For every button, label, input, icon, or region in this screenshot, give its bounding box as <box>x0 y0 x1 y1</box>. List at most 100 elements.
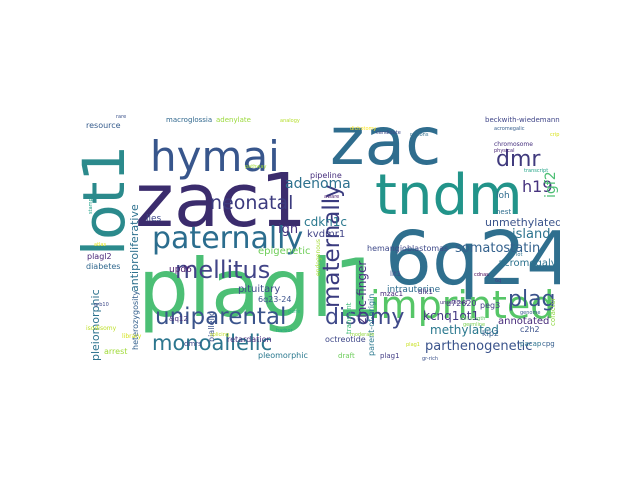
word-gr-rich: gr-rich <box>422 356 438 362</box>
word-hemangioblastomas: hemangioblastomas <box>367 244 448 253</box>
word-isodisomy: isodisomy <box>86 325 117 332</box>
word-nest: nest <box>496 208 511 216</box>
word-adenylate: adenylate <box>216 116 251 124</box>
word-gene: gene <box>288 309 301 315</box>
cloud-background <box>80 106 560 372</box>
word-antiproliferative: antiproliferative <box>128 204 141 292</box>
word-rare: rare <box>116 114 126 120</box>
word-cofactor: cofactor <box>549 297 557 326</box>
word-c2h2: c2h2 <box>520 325 540 334</box>
word-plag1-small: plag1 <box>406 342 420 348</box>
word-u72620: u72620 <box>446 299 477 308</box>
word-h19: h19 <box>522 177 553 196</box>
word-pleomorphic: pleomorphic <box>258 351 308 360</box>
word-endogenous: endogenous <box>315 239 322 276</box>
word-adenoma: adenoma <box>285 176 351 192</box>
word-heterozygosity: heterozygosity <box>131 291 140 350</box>
word-dichotomy: dichotomy <box>350 126 376 132</box>
word-mzac1: mzac1 <box>380 290 403 298</box>
word-zac1: zac1 <box>135 158 307 244</box>
word-plag: plag <box>508 287 556 312</box>
word-parent-of-origin: parent-of-origin <box>367 294 376 356</box>
word-pleiomorphic: pleiomorphic <box>89 289 102 361</box>
word-lot1: lot1 <box>80 145 138 256</box>
word-dmr: dmr <box>496 147 541 172</box>
word-paternally: paternally <box>152 221 303 256</box>
word-full-length: full-length <box>460 316 485 322</box>
word-disomy: disomy <box>325 305 404 330</box>
word-cdkn1c: cdkn1c <box>304 215 347 229</box>
word-somatostatin: somatostatin <box>455 241 540 256</box>
word-methylated: methylated <box>430 323 499 337</box>
word-lot: lot <box>516 252 522 258</box>
word-chromosome: chromosome <box>494 141 533 148</box>
word-retardation: retardation <box>227 335 272 344</box>
word-island: island <box>512 227 550 242</box>
word-&q12: &q12 <box>169 315 188 323</box>
word-lit1: lit1 <box>390 270 401 278</box>
word-parthenogenetic: parthenogenetic <box>425 339 532 354</box>
word-pipeline: pipeline <box>310 171 342 180</box>
word-hymai: hymai <box>150 132 280 181</box>
word-unselected: unselected <box>440 300 467 306</box>
word-maternally: maternally <box>319 184 345 308</box>
word-zinc-finger: zinc-finger <box>355 261 369 324</box>
word-draft: draft <box>338 352 355 360</box>
word-neonatal: neonatal <box>210 192 293 214</box>
word-plag1: plag1 <box>380 352 400 360</box>
word-arrest: arrest <box>104 347 127 356</box>
word-6q: 6q <box>495 278 501 284</box>
word-igf2: igf2 <box>543 171 559 198</box>
word-upd6: upd6 <box>169 265 192 275</box>
word-unmethylated: unmethylated <box>485 216 560 229</box>
word-imprinted: imprinted <box>370 283 554 327</box>
word-transcript: transcript <box>524 168 548 174</box>
word-regions: regions <box>410 132 429 138</box>
word-kcnq1ot1: kcnq1ot1 <box>423 309 479 323</box>
word-cpg: cpg <box>542 340 555 348</box>
word-dmrs: dmrs <box>184 340 202 348</box>
word-uniparental: uniparental <box>155 304 286 330</box>
word-lies: lies <box>146 214 162 224</box>
word-dlk1: dlk1 <box>418 288 433 296</box>
word-grb10: grb10 <box>94 302 109 308</box>
word-resource: resource <box>86 121 121 130</box>
word-mellitus: mellitus <box>175 256 270 284</box>
word-peg3: peg3 <box>480 301 500 310</box>
word-physical: physical <box>494 148 515 154</box>
word-crip: crip <box>550 132 559 138</box>
word-pituitary: pituitary <box>238 284 280 295</box>
word-acromegalic: acromegalic <box>494 126 525 132</box>
word-analogy: analogy <box>280 118 300 124</box>
word-candidate: candidate <box>376 130 401 136</box>
word-germline: germline <box>463 322 485 328</box>
word-beckwith-wiedemann: beckwith-wiedemann <box>485 116 560 124</box>
word-library: library <box>122 333 142 340</box>
word-monoallelic: monoallelic <box>152 331 272 355</box>
word-tndm: tndm <box>375 163 523 228</box>
word-transient: transient <box>345 302 353 334</box>
word-plagl2: plagl2 <box>87 252 112 261</box>
word-6q23-24: 6q23-24 <box>258 295 291 304</box>
word-octreotide: octreotide <box>325 335 366 344</box>
word-zac: zac <box>330 106 441 180</box>
word-pathway: pathway <box>245 164 267 170</box>
word-stamp: stamp <box>88 198 94 214</box>
word-intrauterine: intrauterine <box>387 285 441 295</box>
word-acromegaly: acromegaly <box>498 258 557 269</box>
word-biallelic: biallelic <box>207 312 216 342</box>
word-plagl1: plagl1 <box>138 242 384 335</box>
word-kip2: kip2 <box>482 329 499 338</box>
word-epigenetic: epigenetic <box>258 246 310 257</box>
word-atlas: atlas <box>94 242 106 248</box>
word-macroglossia: macroglossia <box>166 116 212 124</box>
word-annotated: annotated <box>498 316 549 327</box>
word-6q24: 6q24 <box>385 216 560 302</box>
word-moderate: moderate <box>350 332 374 338</box>
word-kvdmr1: kvdmr1 <box>307 229 345 240</box>
word-cdnas: cdnas <box>474 272 489 278</box>
word-genome: genome <box>520 310 540 316</box>
word-pacap: pacap <box>520 340 542 348</box>
word-harbor: harbor <box>276 328 294 334</box>
word-ign: ign <box>278 222 298 237</box>
